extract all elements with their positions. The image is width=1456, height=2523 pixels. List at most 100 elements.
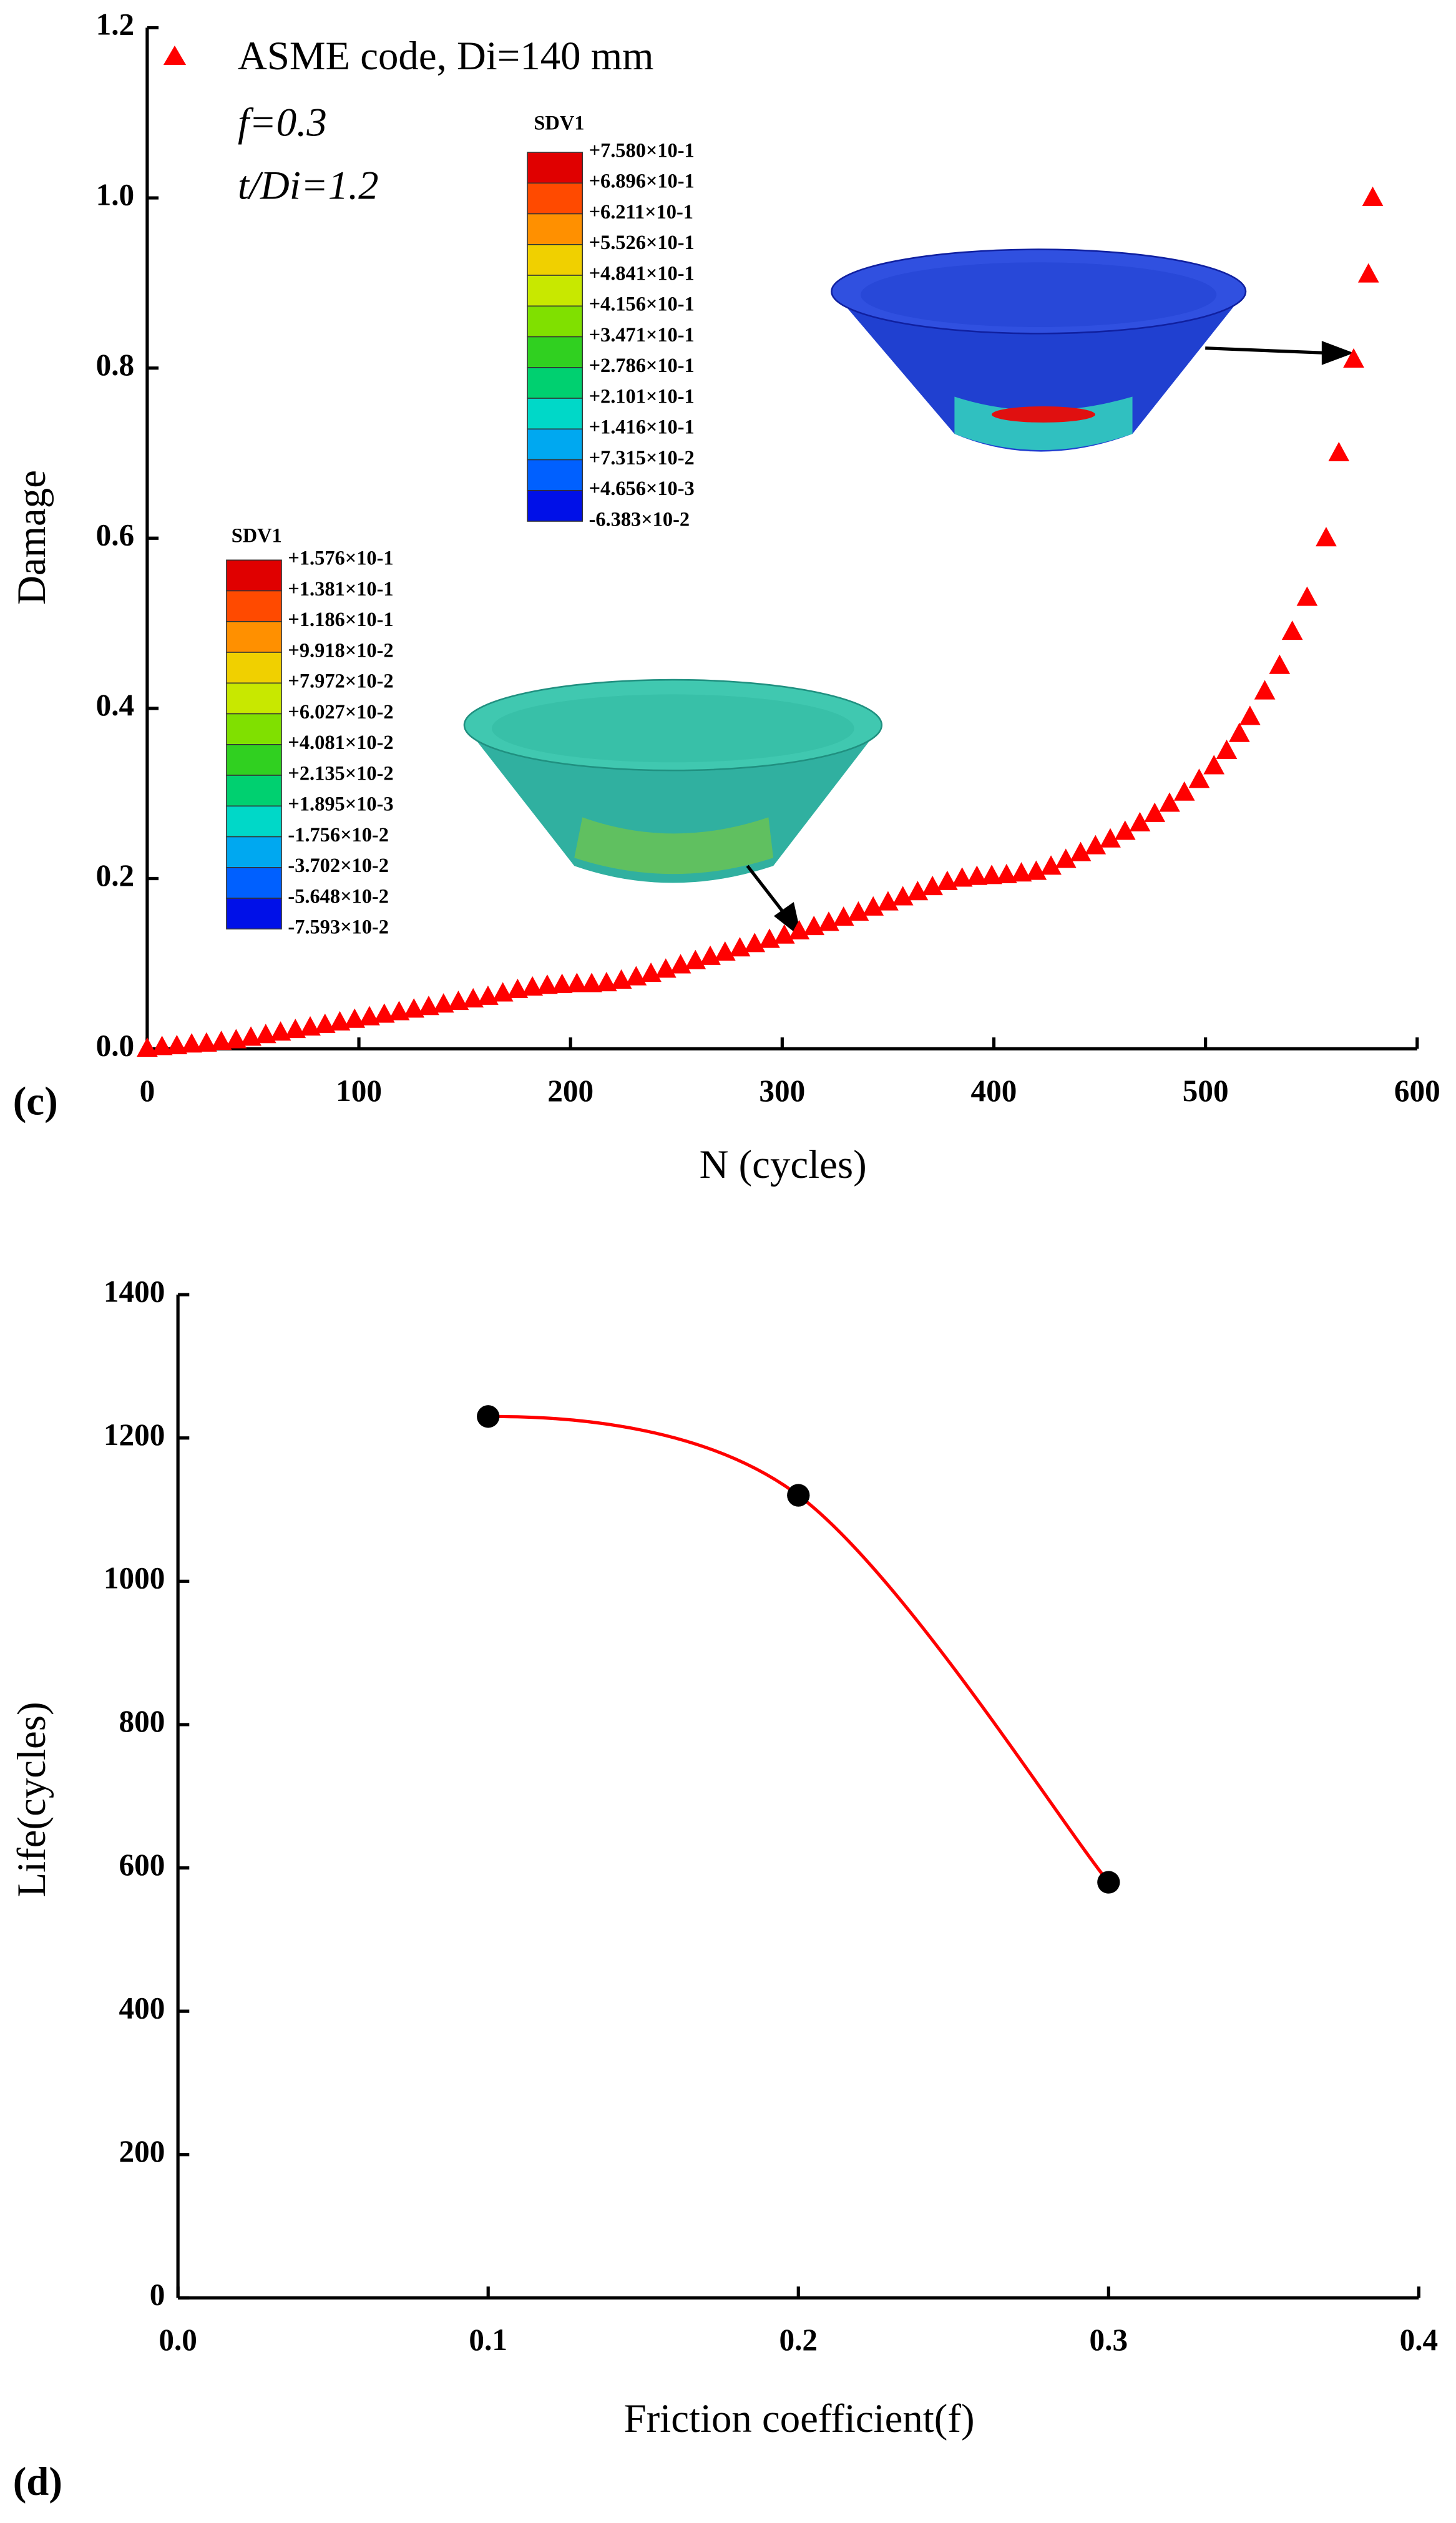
data-point	[610, 969, 632, 989]
contour-legend-label: +9.918×10-2	[288, 639, 393, 662]
y-tick-label: 0.0	[96, 1028, 135, 1062]
y-tick-label: 1.2	[96, 7, 135, 42]
data-point	[225, 1029, 247, 1049]
data-point	[373, 1003, 395, 1023]
data-point	[210, 1031, 232, 1051]
colorbar-band	[527, 367, 583, 399]
x-axis-label: N (cycles)	[700, 1142, 867, 1187]
colorbar-band	[226, 652, 282, 684]
contour-legend-label: +4.156×10-1	[589, 293, 695, 316]
data-point	[403, 998, 425, 1018]
contour-legend-label: +2.135×10-2	[288, 762, 393, 785]
data-point	[240, 1026, 261, 1046]
x-tick-label: 0.4	[1400, 2323, 1439, 2357]
contour-legend-label: -3.702×10-2	[288, 855, 388, 877]
contour-legend-label: +3.471×10-1	[589, 324, 695, 346]
contour-legend-label: +6.027×10-2	[288, 701, 393, 723]
y-tick-label: 0.4	[96, 688, 135, 722]
y-tick-label: 800	[119, 1704, 165, 1738]
data-point	[181, 1033, 202, 1053]
cone-render-lower	[463, 679, 883, 883]
contour-legend-label: +2.786×10-1	[589, 355, 695, 377]
y-tick-label: 400	[119, 1991, 165, 2025]
colorbar-band	[226, 682, 282, 715]
data-point	[1055, 848, 1077, 868]
y-tick-label: 200	[119, 2134, 165, 2168]
data-point	[1159, 792, 1180, 812]
x-tick-label: 0.0	[159, 2323, 197, 2357]
data-point	[1269, 654, 1291, 674]
data-point	[1173, 781, 1195, 801]
colorbar-band	[226, 590, 282, 622]
data-point	[300, 1016, 321, 1036]
data-point	[922, 875, 943, 896]
y-tick-label: 0.8	[96, 348, 135, 382]
y-tick-label: 0	[150, 2278, 165, 2312]
colorbar-band	[226, 898, 282, 930]
data-point	[314, 1013, 336, 1033]
data-point	[1229, 722, 1250, 742]
data-point	[1216, 739, 1238, 760]
contour-legend-label: +2.101×10-1	[589, 385, 695, 408]
colorbar-band	[527, 459, 583, 491]
contour-legend-label: +4.841×10-1	[589, 262, 695, 285]
data-point	[1144, 802, 1166, 822]
colorbar-band	[226, 867, 282, 899]
x-tick-label: 200	[547, 1074, 594, 1108]
colorbar-band	[226, 620, 282, 653]
data-point	[1010, 862, 1032, 882]
data-point	[507, 978, 529, 999]
contour-legend-label: +7.315×10-2	[589, 447, 695, 469]
data-point	[566, 972, 588, 992]
x-tick-label: 400	[971, 1074, 1017, 1108]
data-point	[981, 865, 1002, 884]
colorbar-band	[527, 490, 583, 522]
colorbar-band	[226, 559, 282, 592]
contour-legend-label: +6.211×10-1	[589, 201, 693, 223]
data-point	[1328, 441, 1350, 461]
contour-legend-label: +6.896×10-1	[589, 170, 695, 193]
contour-legend-label: +5.526×10-1	[589, 232, 695, 254]
colorbar-band	[527, 182, 583, 215]
data-point	[787, 1484, 810, 1507]
contour-legend-title: SDV1	[534, 112, 584, 134]
colorbar-band	[226, 775, 282, 807]
contour-legend-label: +4.081×10-2	[288, 732, 393, 754]
y-tick-label: 1200	[104, 1418, 165, 1452]
data-point	[255, 1024, 276, 1044]
colorbar-band	[527, 152, 583, 184]
data-point	[1070, 841, 1092, 861]
colorbar-band	[527, 244, 583, 276]
data-point	[359, 1006, 380, 1026]
data-point	[388, 1001, 410, 1021]
contour-legend-label: +1.895×10-3	[288, 793, 393, 816]
data-point	[537, 974, 558, 994]
data-point	[344, 1008, 366, 1028]
data-point	[1357, 263, 1379, 283]
data-point	[995, 863, 1017, 884]
x-tick-label: 0.1	[469, 2323, 507, 2357]
data-point	[862, 896, 884, 916]
colorbar-band	[527, 305, 583, 338]
data-point	[196, 1032, 217, 1052]
x-axis-label: Friction coefficient(f)	[624, 2396, 975, 2441]
data-point	[877, 891, 899, 911]
data-point	[1188, 768, 1210, 788]
x-tick-label: 100	[336, 1074, 382, 1108]
y-tick-label: 600	[119, 1848, 165, 1882]
data-point	[447, 991, 469, 1011]
contour-legend-label: -6.383×10-2	[589, 508, 690, 531]
data-point	[1254, 680, 1276, 700]
y-axis-label: Damage	[9, 470, 54, 605]
data-point	[1114, 820, 1136, 840]
colorbar-band	[527, 213, 583, 245]
data-point	[625, 966, 647, 986]
contour-legend-label: +4.656×10-3	[589, 478, 695, 500]
data-point	[492, 982, 514, 1002]
colorbar-band	[527, 275, 583, 307]
contour-legend-label: -7.593×10-2	[288, 916, 388, 939]
data-point	[522, 976, 543, 996]
data-point	[270, 1021, 291, 1041]
x-tick-label: 500	[1183, 1074, 1229, 1108]
